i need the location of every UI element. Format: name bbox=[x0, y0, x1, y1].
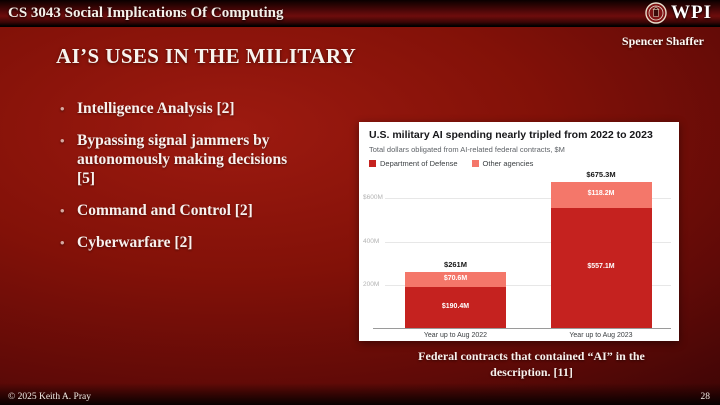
bar-segment-label: $118.2M bbox=[587, 190, 615, 198]
caption-line: Federal contracts that contained “AI” in… bbox=[418, 349, 645, 363]
footer-bar: © 2025 Keith A. Pray 28 bbox=[0, 383, 720, 405]
gridline bbox=[385, 198, 671, 200]
bar-segment-label: $557.1M bbox=[587, 263, 615, 271]
bullet-item: Command and Control [2] bbox=[58, 202, 298, 221]
top-bar: CS 3043 Social Implications Of Computing… bbox=[0, 0, 720, 27]
bar-segment-label: $190.4M bbox=[441, 302, 470, 310]
course-title: CS 3043 Social Implications Of Computing bbox=[8, 4, 284, 21]
x-category-label: Year up to Aug 2023 bbox=[569, 332, 633, 339]
bar-segment-other bbox=[550, 182, 652, 208]
legend-label: Department of Defense bbox=[380, 159, 458, 168]
bullet-list: Intelligence Analysis [2] Bypassing sign… bbox=[58, 100, 298, 265]
gridline bbox=[385, 241, 671, 243]
bar-total-label: $261M bbox=[444, 259, 467, 269]
x-axis-line bbox=[373, 328, 671, 329]
x-category-label: Year up to Aug 2022 bbox=[423, 332, 488, 339]
wpi-logo-text: WPI bbox=[671, 2, 712, 23]
y-tick-label: 400M bbox=[363, 237, 380, 245]
copyright-text: © 2025 Keith A. Pray bbox=[8, 392, 91, 402]
bar-segment-dod bbox=[550, 207, 652, 328]
gridline bbox=[385, 284, 671, 286]
y-tick-label: $600M bbox=[363, 194, 383, 202]
legend-label: Other agencies bbox=[482, 159, 534, 168]
bar-segment-label: $70.6M bbox=[443, 274, 468, 282]
chart-subtitle: Total dollars obligated from AI-related … bbox=[369, 145, 565, 154]
legend-swatch-dod bbox=[369, 160, 376, 167]
legend-item-dod: Department of Defense bbox=[369, 159, 458, 168]
chart-title: U.S. military AI spending nearly tripled… bbox=[369, 129, 653, 141]
bar-segment-other bbox=[405, 271, 506, 287]
bullet-item: Cyberwarfare [2] bbox=[58, 234, 298, 253]
bullet-item: Bypassing signal jammers by autonomously… bbox=[58, 132, 298, 189]
wpi-logo: WPI bbox=[645, 2, 712, 24]
caption-line: description. [11] bbox=[490, 364, 573, 379]
chart-card: U.S. military AI spending nearly tripled… bbox=[359, 122, 679, 341]
chart-legend: Department of Defense Other agencies bbox=[369, 159, 533, 168]
legend-item-other: Other agencies bbox=[471, 159, 534, 168]
wpi-seal-icon bbox=[645, 2, 667, 24]
chart-plot: 200M 400M $600M $190.4M $70.6M $261M Year up t… bbox=[359, 122, 679, 341]
chart-caption: Federal contracts that contained “AI” in… bbox=[384, 349, 679, 380]
bullet-item: Intelligence Analysis [2] bbox=[58, 100, 298, 119]
author-name: Spencer Shaffer bbox=[621, 34, 704, 48]
page-title: AI’S USES IN THE MILITARY bbox=[56, 44, 357, 68]
bar-segment-dod bbox=[405, 286, 506, 328]
legend-swatch-other bbox=[471, 160, 479, 167]
y-tick-label: 200M bbox=[363, 280, 380, 288]
page-number: 28 bbox=[700, 392, 711, 402]
bar-total-label: $675.3M bbox=[586, 170, 616, 179]
